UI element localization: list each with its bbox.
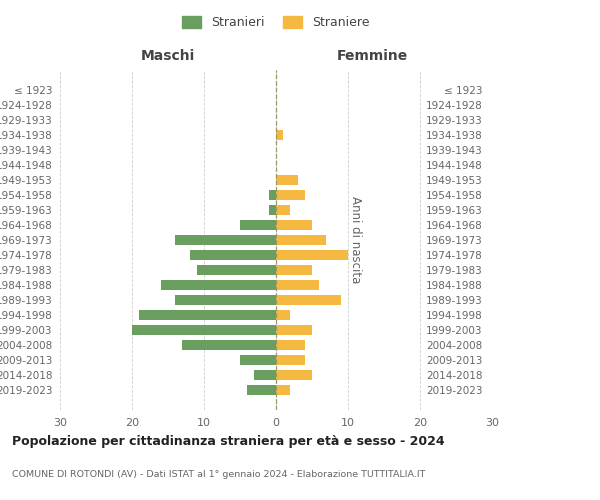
Text: COMUNE DI ROTONDI (AV) - Dati ISTAT al 1° gennaio 2024 - Elaborazione TUTTITALIA: COMUNE DI ROTONDI (AV) - Dati ISTAT al 1… [12,470,425,479]
Text: Popolazione per cittadinanza straniera per età e sesso - 2024: Popolazione per cittadinanza straniera p… [12,435,445,448]
Bar [190,250,276,260]
Bar [276,235,326,245]
Bar [276,295,341,304]
Text: Maschi: Maschi [141,48,195,62]
Bar [269,190,276,200]
Bar [276,190,305,200]
Bar [175,295,276,304]
Bar [197,265,276,275]
Bar [276,130,283,140]
Legend: Stranieri, Straniere: Stranieri, Straniere [178,11,374,34]
Y-axis label: Anni di nascita: Anni di nascita [349,196,362,284]
Bar [139,310,276,320]
Bar [276,205,290,215]
Bar [276,250,348,260]
Bar [276,176,298,185]
Bar [276,265,312,275]
Bar [276,340,305,349]
Bar [276,325,312,334]
Bar [276,280,319,290]
Bar [247,385,276,394]
Bar [276,385,290,394]
Bar [276,310,290,320]
Bar [276,220,312,230]
Bar [276,370,312,380]
Text: Femmine: Femmine [337,48,407,62]
Bar [161,280,276,290]
Bar [269,205,276,215]
Bar [175,235,276,245]
Bar [240,355,276,364]
Bar [182,340,276,349]
Bar [276,355,305,364]
Bar [132,325,276,334]
Bar [240,220,276,230]
Bar [254,370,276,380]
